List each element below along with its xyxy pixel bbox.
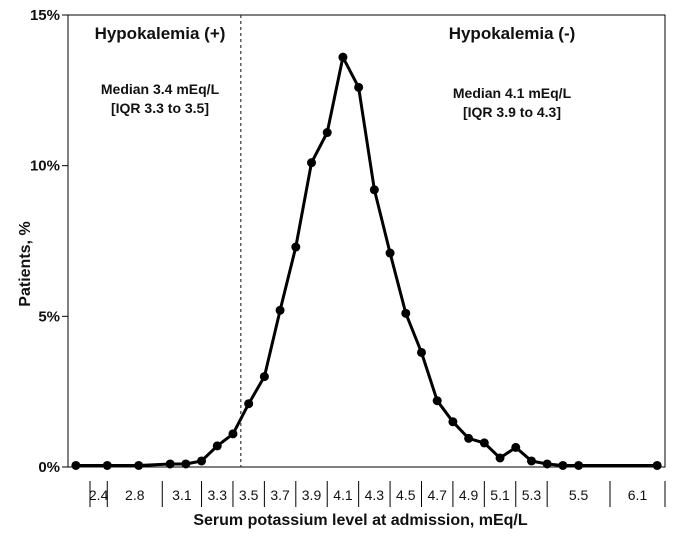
data-point <box>432 396 442 406</box>
annotation-left-title: Hypokalemia (+) <box>94 24 226 43</box>
x-tick-label: 4.5 <box>396 487 416 503</box>
x-tick-label: 4.9 <box>459 487 479 503</box>
data-point <box>197 456 207 466</box>
data-point <box>134 460 144 470</box>
x-tick-label: 3.5 <box>239 487 259 503</box>
x-tick-label: 5.1 <box>490 487 510 503</box>
y-axis-label: Patients, % <box>17 221 34 307</box>
data-point <box>464 433 474 443</box>
data-point <box>71 460 81 470</box>
data-point <box>212 441 222 451</box>
y-tick-label: 15% <box>30 7 60 24</box>
x-tick-label: 2.4 <box>89 487 109 503</box>
x-tick-label: 5.5 <box>569 487 589 503</box>
x-tick-label: 3.3 <box>208 487 228 503</box>
data-point <box>291 242 301 252</box>
x-tick-label: 4.7 <box>427 487 447 503</box>
x-tick-label: 2.8 <box>125 487 145 503</box>
y-tick-label: 10% <box>30 158 60 175</box>
data-point <box>526 456 536 466</box>
x-tick-label: 6.1 <box>628 487 648 503</box>
data-point <box>244 399 254 409</box>
plot-frame <box>67 14 666 468</box>
annotation-right-title: Hypokalemia (-) <box>448 24 576 43</box>
x-tick-label: 4.1 <box>333 487 353 503</box>
x-tick-label: 4.3 <box>365 487 385 503</box>
data-point <box>338 52 348 62</box>
chart-axes: 0% 5% 10% 15% 2.4 2.8 3.1 3.3 3.5 3.7 3.9 4.1 4.3 4.5… <box>30 7 666 507</box>
data-point <box>416 347 426 357</box>
data-point <box>165 459 175 469</box>
annotation-right-iqr: [IQR 3.9 to 4.3] <box>462 104 562 120</box>
data-point <box>102 460 112 470</box>
data-point <box>448 417 458 427</box>
x-tick-label: 3.9 <box>302 487 322 503</box>
data-point <box>228 429 238 439</box>
data-point <box>574 460 584 470</box>
chart-marks <box>71 15 662 470</box>
data-point <box>511 442 521 452</box>
annotation-right-median: Median 4.1 mEq/L <box>452 85 572 101</box>
y-tick-label: 0% <box>38 459 60 476</box>
x-tick-label: 5.3 <box>522 487 542 503</box>
y-tick-label: 5% <box>38 308 60 325</box>
data-point <box>385 248 395 258</box>
data-point <box>495 453 505 463</box>
x-axis-label: Serum potassium level at admission, mEq/… <box>193 512 528 529</box>
data-point <box>542 459 552 469</box>
annotation-left-median: Median 3.4 mEq/L <box>100 81 220 97</box>
data-point <box>259 372 269 382</box>
data-point <box>307 158 317 168</box>
data-point <box>652 460 662 470</box>
data-point <box>322 128 332 138</box>
data-point <box>558 460 568 470</box>
data-point <box>181 459 191 469</box>
data-point <box>275 305 285 315</box>
data-point <box>354 82 364 92</box>
x-tick-label: 3.1 <box>172 487 192 503</box>
data-point <box>479 438 489 448</box>
data-point <box>369 185 379 195</box>
annotation-left-iqr: [IQR 3.3 to 3.5] <box>110 100 210 116</box>
data-point <box>401 308 411 318</box>
x-tick-label: 3.7 <box>270 487 290 503</box>
